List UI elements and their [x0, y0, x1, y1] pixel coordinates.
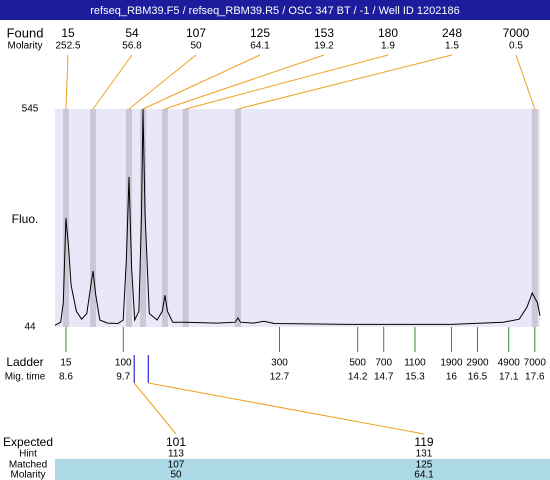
peak-band — [125, 109, 132, 327]
y-tick-label: 545 — [22, 104, 39, 115]
found-connector — [65, 54, 69, 110]
row-label: Molarity — [10, 470, 45, 480]
ladder-size: 1100 — [404, 358, 426, 369]
expected-connector — [133, 382, 177, 435]
ladder-size: 500 — [349, 358, 366, 369]
matched-band — [55, 459, 550, 480]
found-molarity: 56.8 — [122, 41, 142, 52]
ladder-size: 7000 — [524, 358, 547, 369]
found-molarity: 0.5 — [509, 41, 523, 52]
ladder-size: 2900 — [466, 358, 489, 369]
peak-band — [62, 109, 69, 327]
found-size: 107 — [186, 26, 206, 40]
ladder-time: 16.5 — [468, 372, 488, 383]
peak-band — [140, 109, 147, 327]
header-title: refseq_RBM39.F5 / refseq_RBM39.R5 / OSC … — [90, 5, 460, 17]
found-molarity: 1.9 — [381, 41, 395, 52]
expected-expected: 119 — [414, 435, 433, 449]
expected-hint: 113 — [168, 449, 184, 460]
ladder-time: 17.6 — [525, 372, 545, 383]
y-tick-label: 44 — [24, 322, 36, 333]
found-size: 153 — [314, 26, 334, 40]
plot-area — [55, 109, 540, 327]
found-size: 125 — [250, 26, 270, 40]
expected-molarity: 50 — [170, 470, 182, 480]
found-molarity: 19.2 — [314, 41, 334, 52]
ladder-size: 100 — [115, 358, 132, 369]
peak-band — [234, 109, 241, 327]
found-connector — [185, 54, 389, 110]
ladder-time: 9.7 — [116, 372, 130, 383]
ladder-time: 17.1 — [499, 372, 519, 383]
row-label: Matched — [9, 460, 47, 471]
found-connector — [237, 54, 453, 110]
found-connector — [142, 54, 261, 110]
peak-band — [90, 109, 97, 327]
ladder-time: 14.7 — [374, 372, 394, 383]
ladder-time: 14.2 — [348, 372, 368, 383]
mig-time-label: Mig. time — [5, 372, 46, 383]
found-connector — [92, 54, 133, 110]
found-size: 15 — [61, 26, 75, 40]
found-size: 7000 — [503, 26, 530, 40]
expected-matched: 107 — [168, 460, 185, 471]
ladder-time: 16 — [446, 372, 458, 383]
found-size: 248 — [442, 26, 462, 40]
found-connector — [515, 54, 536, 110]
ladder-size: 1900 — [440, 358, 463, 369]
row-label: Hint — [19, 449, 37, 460]
found-connector — [164, 54, 325, 110]
ladder-size: 15 — [60, 358, 72, 369]
expected-hint: 131 — [416, 449, 433, 460]
ladder-size: 4900 — [498, 358, 521, 369]
found-label: Found — [7, 25, 44, 40]
ladder-label: Ladder — [6, 355, 43, 369]
header-bar — [0, 0, 550, 20]
expected-molarity: 64.1 — [414, 470, 434, 480]
ladder-size: 700 — [375, 358, 392, 369]
peak-band — [161, 109, 168, 327]
found-connector — [128, 54, 197, 110]
ladder-size: 300 — [271, 358, 288, 369]
found-size: 180 — [378, 26, 398, 40]
found-molarity: 50 — [190, 41, 202, 52]
peak-band — [531, 109, 538, 327]
y-label: Fluo. — [12, 212, 39, 226]
ladder-time: 15.3 — [405, 372, 425, 383]
trace — [54, 108, 541, 326]
ladder-time: 12.7 — [270, 372, 290, 383]
ladder-time: 8.6 — [59, 372, 73, 383]
found-molarity: 64.1 — [250, 41, 270, 52]
found-size: 54 — [125, 26, 139, 40]
peak-band — [182, 109, 189, 327]
expected-matched: 125 — [416, 460, 433, 471]
expected-connector — [148, 382, 425, 435]
row-label: Expected — [3, 435, 53, 449]
found-molarity: 1.5 — [445, 41, 459, 52]
expected-expected: 101 — [166, 435, 186, 449]
molarity-label: Molarity — [7, 41, 42, 52]
found-molarity: 252.5 — [55, 41, 80, 52]
